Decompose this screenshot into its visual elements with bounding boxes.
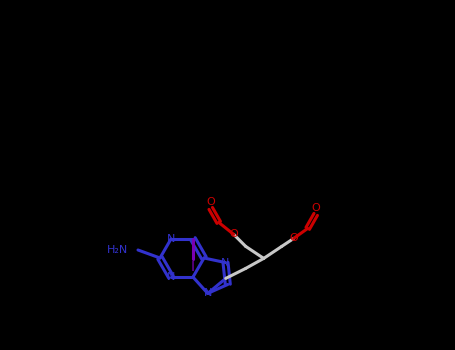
Text: O: O (206, 197, 215, 208)
Text: N: N (221, 258, 230, 267)
Text: N: N (167, 272, 175, 282)
Text: O: O (289, 233, 298, 243)
Text: I: I (191, 260, 195, 274)
Text: O: O (229, 229, 238, 239)
Text: H₂N: H₂N (107, 245, 128, 255)
Text: N: N (167, 234, 175, 244)
Text: O: O (311, 203, 320, 214)
Text: N: N (203, 288, 212, 299)
